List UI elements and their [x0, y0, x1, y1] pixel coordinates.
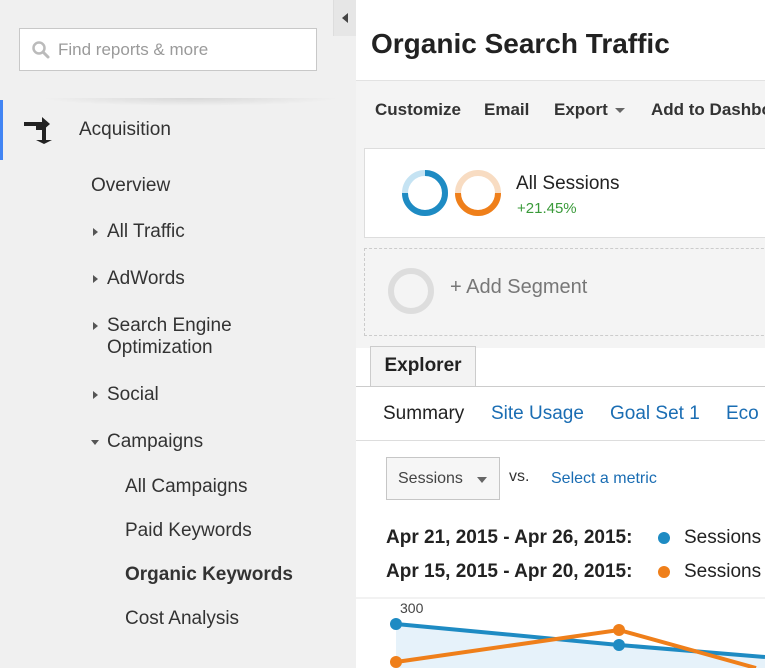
active-indicator [0, 100, 3, 160]
caret-right-icon [93, 391, 98, 399]
sidebar-item-label: Campaigns [107, 431, 204, 452]
page-title: Organic Search Traffic [371, 28, 670, 59]
caret-down-icon [477, 477, 487, 483]
export-label: Export [554, 100, 608, 119]
legend-dot [658, 532, 670, 544]
sidebar-item-social[interactable]: Social [93, 384, 159, 406]
chart-point-previous[interactable] [390, 656, 402, 668]
caret-down-icon [614, 108, 625, 114]
legend-series-name: Sessions [684, 561, 762, 582]
segment-area: All Sessions +21.45% + Add Segment [356, 138, 765, 348]
search-icon [32, 40, 50, 58]
sidebar-item-label: Search Engine Optimization [107, 315, 232, 358]
sidebar-subitem-cost-analysis[interactable]: Cost Analysis [125, 608, 240, 629]
chart-point-current[interactable] [390, 618, 402, 630]
subtab-summary[interactable]: Summary [383, 403, 465, 424]
add-segment-label: + Add Segment [450, 276, 588, 298]
chart-point-previous[interactable] [613, 624, 625, 636]
acquisition-arrows-icon [24, 117, 52, 144]
tab-explorer[interactable]: Explorer [370, 346, 476, 386]
sidebar-section-label: Acquisition [79, 119, 171, 140]
sidebar-item-label: AdWords [107, 268, 185, 289]
segment-change: +21.45% [517, 200, 577, 217]
add-segment-button[interactable]: + Add Segment [364, 248, 765, 336]
sidebar-subitem-paid-keywords[interactable]: Paid Keywords [125, 520, 252, 541]
search-box[interactable] [19, 28, 317, 71]
segment-name: All Sessions [516, 173, 620, 194]
sidebar-item-adwords[interactable]: AdWords [93, 268, 185, 290]
search-input[interactable] [58, 39, 298, 60]
sidebar-section-acquisition[interactable]: Acquisition [0, 100, 356, 160]
subtab-site-usage[interactable]: Site Usage [491, 403, 584, 424]
metric-select[interactable]: Sessions [386, 457, 500, 500]
caret-down-icon [91, 440, 99, 445]
sessions-chart [356, 597, 765, 668]
caret-right-icon [93, 322, 98, 330]
legend-row-previous: Apr 15, 2015 - Apr 20, 2015: Sessions [386, 561, 761, 583]
sidebar-item-overview[interactable]: Overview [91, 175, 170, 197]
sidebar-item-label: All Traffic [107, 221, 185, 242]
report-toolbar: Customize Email Export Add to Dashbo [356, 80, 765, 139]
chart-area-current [396, 624, 765, 668]
subtab-goal-set-1[interactable]: Goal Set 1 [610, 403, 700, 424]
customize-button[interactable]: Customize [375, 100, 461, 119]
sidebar-item-all-traffic[interactable]: All Traffic [93, 221, 185, 243]
vs-label: vs. [509, 468, 530, 485]
sidebar-subitem-all-campaigns[interactable]: All Campaigns [125, 476, 248, 497]
add-to-dashboard-button[interactable]: Add to Dashbo [651, 100, 765, 119]
sidebar-item-label: Overview [91, 175, 171, 196]
chart-point-current[interactable] [613, 639, 625, 651]
subtab-divider [356, 440, 765, 441]
sidebar-item-campaigns[interactable]: Campaigns [91, 431, 204, 453]
empty-segment-icon [388, 268, 434, 314]
legend-date-range: Apr 21, 2015 - Apr 26, 2015: [386, 527, 633, 548]
legend-date-range: Apr 15, 2015 - Apr 20, 2015: [386, 561, 633, 582]
legend-row-current: Apr 21, 2015 - Apr 26, 2015: Sessions [386, 527, 761, 549]
search-shadow [40, 98, 340, 106]
caret-right-icon [93, 228, 98, 236]
metric-select-value: Sessions [398, 470, 463, 487]
sidebar-subitem-organic-keywords[interactable]: Organic Keywords [125, 564, 293, 585]
email-button[interactable]: Email [484, 100, 530, 119]
sidebar-item-seo[interactable]: Search Engine Optimization [93, 315, 263, 359]
export-button[interactable]: Export [554, 100, 625, 120]
segment-donut-icon [402, 170, 501, 216]
chart-y-tick: 300 [400, 600, 424, 616]
segment-card-all-sessions[interactable]: All Sessions +21.45% [364, 148, 765, 238]
legend-dot [658, 566, 670, 578]
tab-divider [356, 386, 765, 387]
select-metric-link[interactable]: Select a metric [551, 470, 657, 487]
collapse-sidebar-button[interactable] [333, 0, 356, 36]
sidebar-item-label: Social [107, 384, 159, 405]
chevron-left-icon [342, 13, 348, 23]
sidebar: Acquisition Overview All Traffic AdWords… [0, 0, 356, 668]
main-content: Organic Search Traffic Customize Email E… [356, 0, 765, 668]
legend-series-name: Sessions [684, 527, 762, 548]
caret-right-icon [93, 275, 98, 283]
subtab-ecommerce[interactable]: Eco [726, 403, 759, 424]
